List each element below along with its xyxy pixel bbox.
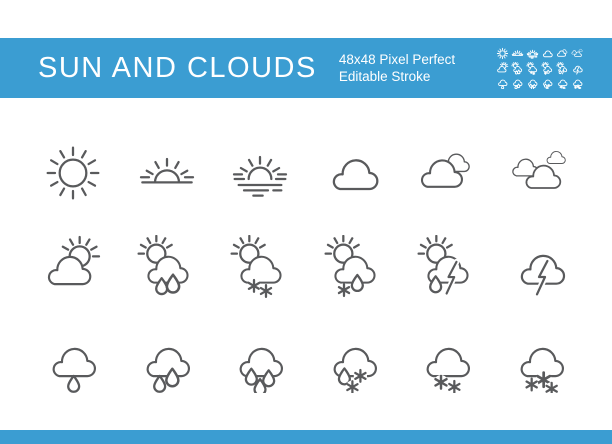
drizzle-icon: [41, 329, 105, 393]
sun-storm-icon: [415, 235, 479, 299]
sun-icon: [496, 47, 509, 60]
rain-icon: [135, 329, 199, 393]
rain-icon: [511, 76, 524, 89]
heavy-rain-icon: [228, 329, 292, 393]
sun-rain-icon: [511, 62, 524, 75]
footer-band: [0, 430, 612, 444]
heavy-rain-icon: [526, 76, 539, 89]
heavy-snow-icon: [571, 76, 584, 89]
sun-water-icon: [228, 141, 292, 205]
sun-cloud-icon: [41, 235, 105, 299]
subtitle-line1: 48x48 Pixel Perfect: [338, 52, 456, 67]
rain-snow-icon: [541, 76, 554, 89]
heavy-snow-icon: [509, 329, 573, 393]
sun-rain-icon: [135, 235, 199, 299]
sunrise-icon: [135, 141, 199, 205]
lightning-icon: [571, 62, 584, 75]
clouds-icon: [556, 47, 569, 60]
cloudy-icon: [571, 47, 584, 60]
clouds-icon: [415, 141, 479, 205]
sunrise-icon: [511, 47, 524, 60]
sun-sleet-icon: [322, 235, 386, 299]
sun-storm-icon: [556, 62, 569, 75]
cloudy-icon: [509, 141, 573, 205]
drizzle-icon: [496, 76, 509, 89]
cloud-icon: [322, 141, 386, 205]
sun-snow-icon: [526, 62, 539, 75]
snow-icon: [415, 329, 479, 393]
sun-sleet-icon: [541, 62, 554, 75]
lightning-icon: [509, 235, 573, 299]
sun-water-icon: [526, 47, 539, 60]
icon-grid: [41, 141, 573, 393]
snow-icon: [556, 76, 569, 89]
sun-cloud-icon: [496, 62, 509, 75]
header-mini-grid: [496, 47, 584, 89]
sun-icon: [41, 141, 105, 205]
sun-snow-icon: [228, 235, 292, 299]
subtitle-line2: Editable Stroke: [338, 69, 431, 84]
rain-snow-icon: [322, 329, 386, 393]
page-title: SUN AND CLOUDS: [38, 51, 317, 84]
header-subtitle: 48x48 Pixel Perfect Editable Stroke: [339, 51, 455, 85]
cloud-icon: [541, 47, 554, 60]
header-band: SUN AND CLOUDS 48x48 Pixel Perfect Edita…: [0, 38, 612, 98]
